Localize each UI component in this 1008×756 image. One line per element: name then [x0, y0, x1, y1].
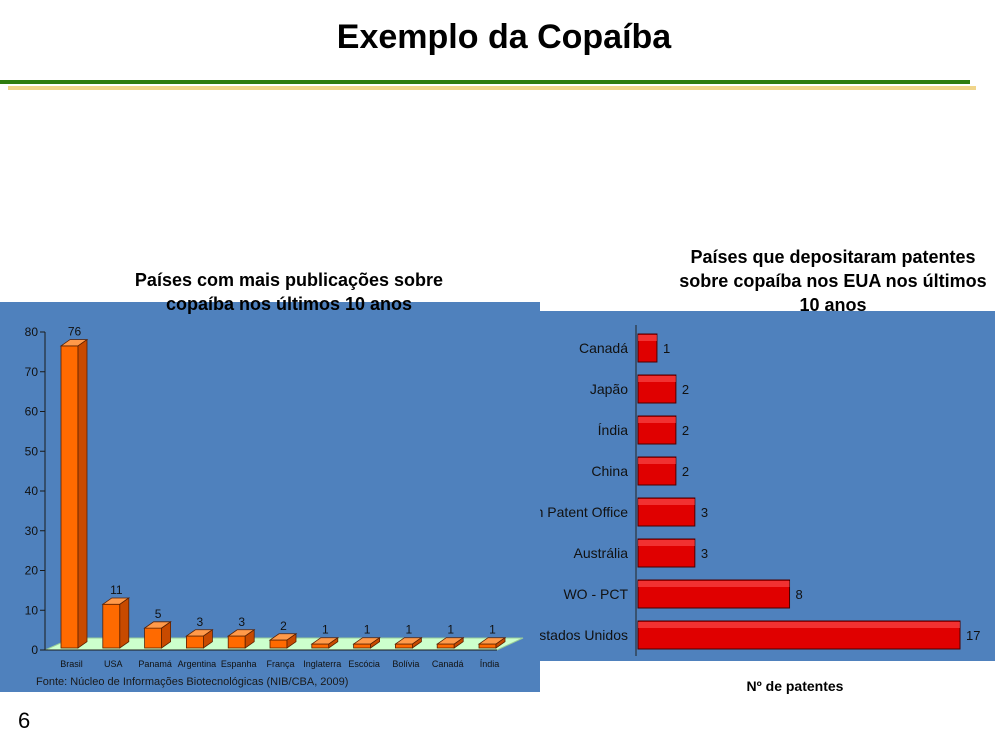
category-label: Bolívia — [392, 659, 419, 669]
category-label: Austrália — [574, 545, 629, 561]
bar-side — [370, 636, 381, 649]
bar-side — [286, 632, 297, 649]
data-label: 1 — [406, 623, 413, 637]
y-tick-label: 20 — [25, 564, 39, 578]
data-label: 8 — [796, 587, 803, 602]
category-label: Estados Unidos — [540, 627, 628, 643]
bar — [436, 643, 455, 649]
y-tick-label: 60 — [25, 405, 39, 419]
category-label: Canadá — [579, 340, 628, 356]
data-label: 1 — [447, 623, 454, 637]
category-label: European Patent Office — [540, 504, 628, 520]
data-label: 3 — [238, 615, 245, 629]
bar-highlight — [638, 417, 676, 423]
y-tick-label: 40 — [25, 484, 39, 498]
title-underline-gold — [8, 86, 976, 90]
category-label: Panamá — [138, 659, 172, 669]
patents-chart: 1 Canadá 2 Japão 2 Índia 2 China 3 European Paten… — [540, 325, 980, 656]
data-label: 3 — [701, 546, 708, 561]
bar-highlight — [638, 376, 676, 382]
slide-number: 6 — [18, 708, 31, 733]
data-label: 2 — [682, 423, 689, 438]
bar — [144, 627, 163, 649]
bar — [102, 603, 121, 649]
slide-title: Exemplo da Copaíba — [336, 18, 672, 56]
bar-side — [495, 636, 506, 649]
y-tick-label: 30 — [25, 524, 39, 538]
bar — [478, 643, 497, 649]
bar — [60, 345, 79, 649]
category-label: Inglaterra — [303, 659, 341, 669]
bar-highlight — [638, 581, 790, 587]
y-tick-label: 10 — [25, 603, 39, 617]
category-label: Índia — [598, 422, 629, 438]
bar-highlight — [638, 540, 695, 546]
patents-x-axis-title: Nº de patentes — [746, 678, 844, 694]
data-label: 1 — [322, 623, 329, 637]
data-label: 3 — [701, 505, 708, 520]
bar — [185, 635, 204, 649]
category-label: Índia — [480, 659, 500, 669]
bar-side — [453, 636, 464, 649]
bar — [227, 635, 246, 649]
source-note: Fonte: Núcleo de Informações Biotecnológ… — [36, 676, 349, 688]
publications-chart-panel: 0 10 20 30 40 50 60 70 80 76 Brasil 11 USA 5 Panamá 3 Ar… — [0, 302, 540, 692]
data-label: 17 — [966, 628, 980, 643]
data-label: 2 — [682, 464, 689, 479]
data-label: 1 — [663, 341, 670, 356]
publications-chart-title: Países com mais publicações sobre copaíb… — [134, 270, 444, 314]
bar — [394, 643, 413, 649]
y-tick-label: 50 — [25, 444, 39, 458]
bar — [269, 639, 288, 649]
category-label: China — [591, 463, 628, 479]
category-label: WO - PCT — [563, 586, 628, 602]
data-label: 3 — [197, 615, 204, 629]
data-label: 1 — [489, 623, 496, 637]
data-label: 11 — [110, 583, 123, 597]
bar-highlight — [638, 622, 960, 628]
category-label: Japão — [590, 381, 628, 397]
bar-highlight — [638, 499, 695, 505]
bar-highlight — [638, 335, 657, 341]
category-label: Brasil — [60, 659, 83, 669]
bar-side — [244, 629, 255, 649]
bar-side — [202, 629, 213, 649]
data-label: 1 — [364, 623, 371, 637]
category-label: Escócia — [348, 659, 380, 669]
bar-side — [119, 597, 130, 649]
bar — [311, 643, 330, 649]
bar-side — [328, 636, 339, 649]
category-label: França — [266, 659, 294, 669]
category-label: Canadá — [432, 659, 464, 669]
data-label: 5 — [155, 607, 162, 621]
bar-highlight — [638, 458, 676, 464]
patents-chart-title: Países que depositaram patentes sobre co… — [679, 247, 987, 315]
category-label: Argentina — [178, 659, 217, 669]
data-label: 2 — [682, 382, 689, 397]
bar-side — [161, 621, 172, 649]
bar-side — [411, 636, 422, 649]
data-label: 2 — [280, 619, 287, 633]
y-tick-label: 70 — [25, 365, 39, 379]
bar-side — [77, 338, 88, 649]
data-label: 76 — [68, 325, 82, 339]
y-tick-label: 80 — [25, 325, 39, 339]
patents-chart-panel: 1 Canadá 2 Japão 2 Índia 2 China 3 European Paten… — [540, 311, 995, 661]
category-label: USA — [104, 659, 123, 669]
bar — [353, 643, 372, 649]
category-label: Espanha — [221, 659, 257, 669]
y-tick-label: 0 — [31, 643, 38, 657]
title-underline-green — [0, 80, 970, 84]
